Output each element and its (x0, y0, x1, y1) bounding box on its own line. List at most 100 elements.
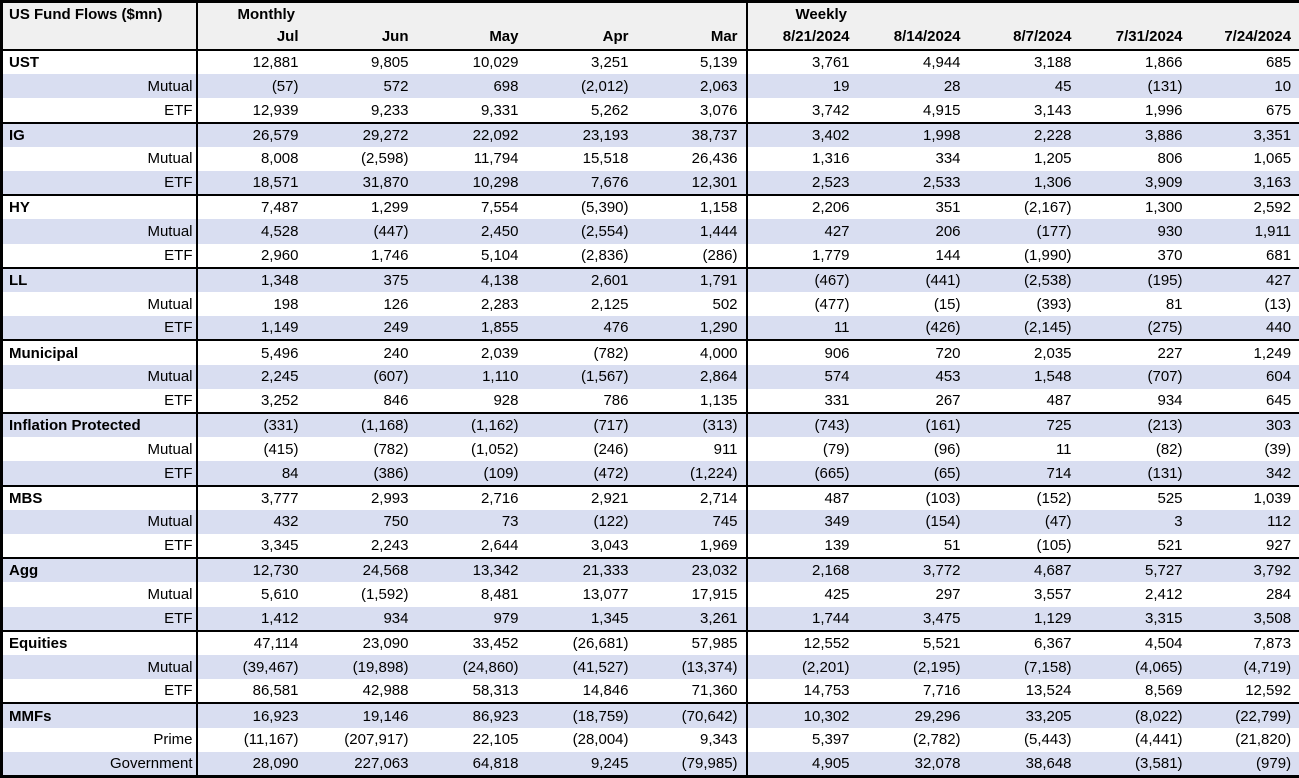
cell: (122) (526, 509, 637, 535)
cell: 2,601 (526, 266, 637, 293)
sub-row-mutual: Mutual 198 126 2,283 2,125 502 (477) (15) (393) 8… (1, 292, 1299, 317)
row-label: Mutual (1, 437, 198, 462)
cell: 846 (383, 391, 409, 409)
cell: 23,032 (636, 557, 747, 583)
group-row-ll: LL 1,348 375 4,138 2,601 1,791 (467) (441) (2,53… (1, 266, 1299, 293)
cell: 31,870 (306, 171, 417, 196)
cell: (8,022) (1079, 702, 1191, 728)
col-header-weekly-4: 7/31/2024 (1079, 24, 1191, 51)
cell: (131) (1079, 461, 1191, 486)
cell: 7,676 (526, 171, 637, 196)
cell: 2,228 (968, 121, 1080, 147)
cell: 3,076 (699, 101, 738, 119)
row-label: Mutual (1, 146, 198, 172)
cell: 750 (306, 509, 417, 535)
cell: 425 (745, 582, 858, 607)
group-row-hy: HY 7,487 1,299 7,554 (5,390) 1,158 2,206 351 (2,… (1, 194, 1299, 220)
cell: (717) (526, 412, 637, 438)
cell: (13) (1264, 295, 1292, 313)
cell: 342 (1190, 461, 1299, 486)
cell: (41,527) (526, 655, 637, 680)
cell: 8,569 (1144, 682, 1183, 700)
cell: (1,990) (1024, 246, 1072, 264)
row-label: Government (1, 751, 198, 777)
cell: (195) (1079, 266, 1191, 293)
cell: 240 (306, 339, 417, 365)
cell: 1,039 (1190, 484, 1299, 510)
row-label: Mutual (1, 364, 198, 389)
cell: 1,135 (699, 391, 738, 409)
cell: (213) (1079, 412, 1191, 438)
cell: 1,855 (416, 316, 527, 341)
cell: 725 (968, 412, 1080, 438)
cell: 12,939 (252, 101, 299, 119)
cell: 487 (745, 484, 858, 510)
group-row-ig: IG 26,579 29,272 22,092 23,193 38,737 3,402 1,9… (1, 121, 1299, 147)
cell: 334 (935, 150, 961, 168)
cell: 9,805 (306, 48, 417, 75)
cell: 1,744 (745, 606, 858, 631)
cell: 1,996 (1144, 101, 1183, 119)
cell: 5,727 (1079, 557, 1191, 583)
row-label: UST (1, 48, 198, 75)
cell: (5,443) (1024, 731, 1072, 749)
cell: 71,360 (691, 682, 738, 700)
cell: 1,746 (370, 246, 409, 264)
cell: (472) (526, 461, 637, 486)
cell: 1,129 (968, 606, 1080, 631)
cell: 22,092 (416, 121, 527, 147)
cell: (21,820) (1235, 731, 1292, 749)
sub-row-etf: ETF 1,149 249 1,855 476 1,290 11 (426) (2,145) (2… (1, 316, 1299, 341)
cell: (2,538) (968, 266, 1080, 293)
row-label: HY (1, 194, 198, 220)
cell: 1,969 (699, 537, 738, 555)
cell: (96) (933, 440, 961, 458)
cell: 351 (857, 194, 969, 220)
cell: 198 (273, 295, 299, 313)
cell: 5,397 (745, 727, 858, 752)
cell: 675 (1266, 101, 1292, 119)
cell: (477) (745, 292, 858, 317)
cell: 38,737 (636, 121, 747, 147)
cell: (19,898) (306, 655, 417, 680)
sub-row-mutual: Mutual 5,610 (1,592) 8,481 13,077 17,915 425 29… (1, 582, 1299, 607)
cell: 2,206 (745, 194, 858, 220)
cell: 2,644 (480, 537, 519, 555)
cell: 12,552 (745, 629, 858, 656)
cell: 7,554 (416, 194, 527, 220)
cell: 5,104 (480, 246, 519, 264)
cell: (79) (745, 437, 858, 462)
cell: (79,985) (636, 751, 747, 777)
row-label: Agg (1, 557, 198, 583)
col-header-weekly-5: 7/24/2024 (1190, 24, 1299, 51)
col-header-weekly-2: 8/14/2024 (857, 24, 969, 51)
row-label: ETF (1, 606, 198, 631)
cell: 13,077 (582, 586, 629, 604)
cell: 12,881 (196, 48, 307, 75)
cell: 3,251 (526, 48, 637, 75)
cell: (26,681) (526, 629, 637, 656)
cell: 2,960 (260, 246, 299, 264)
cell: 7,716 (922, 682, 961, 700)
sub-row-prime: Prime (11,167) (207,917) 22,105 (28,004) 9,34… (1, 727, 1299, 752)
row-label: Mutual (1, 655, 198, 680)
cell: 574 (745, 364, 858, 389)
cell: 5,610 (260, 586, 299, 604)
cell: (665) (745, 461, 858, 486)
sub-row-mutual: Mutual 8,008 (2,598) 11,794 15,518 26,436 1,31… (1, 146, 1299, 172)
cell: 16,923 (196, 702, 307, 728)
cell: 139 (745, 534, 858, 559)
cell: 1,300 (1079, 194, 1191, 220)
cell: 19,146 (306, 702, 417, 728)
cell: 427 (745, 219, 858, 244)
cell: 303 (1190, 412, 1299, 438)
cell: (275) (1079, 316, 1191, 341)
cell: 51 (943, 537, 961, 555)
cell: 2,039 (416, 339, 527, 365)
cell: 33,452 (416, 629, 527, 656)
cell: (154) (857, 509, 969, 535)
cell: 1,911 (1190, 219, 1299, 244)
cell: (426) (857, 316, 969, 341)
row-label: Municipal (1, 339, 198, 365)
cell: 1,791 (636, 266, 747, 293)
